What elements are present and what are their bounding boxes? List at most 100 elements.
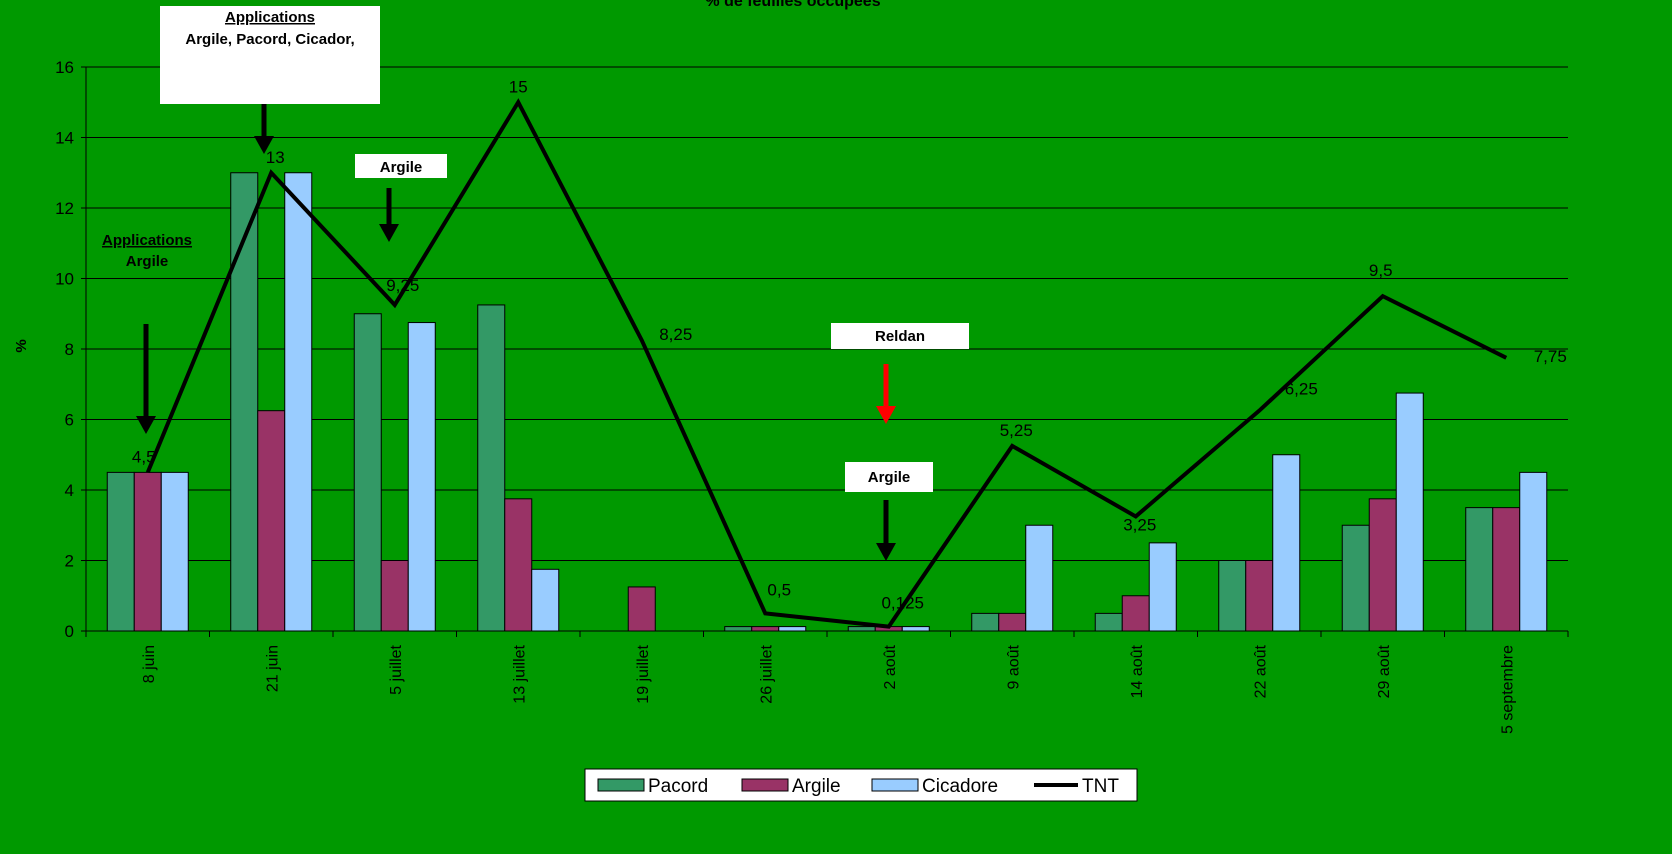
bar-cicadore bbox=[1025, 524, 1054, 632]
bar-argile bbox=[1492, 507, 1521, 632]
bar-cicadore bbox=[1148, 542, 1177, 632]
bar-cicadore bbox=[1395, 392, 1424, 632]
line-tnt bbox=[145, 98, 1508, 629]
annotation-top: Applications Argile, Pacord, Cicador, bbox=[160, 6, 380, 154]
bar-cicadore bbox=[160, 471, 189, 632]
bar-argile bbox=[133, 471, 162, 632]
x-tick-label: 2 août bbox=[882, 644, 899, 689]
data-label-tnt: 8,25 bbox=[659, 325, 692, 344]
bar-pacord bbox=[1465, 507, 1494, 632]
x-tick-label: 5 septembre bbox=[1499, 645, 1516, 734]
data-label-tnt: 13 bbox=[266, 148, 285, 167]
legend-swatch-cicadore bbox=[871, 778, 919, 792]
data-label-tnt: 15 bbox=[509, 77, 528, 96]
bar-argile bbox=[998, 612, 1027, 632]
data-label-tnt: 9,25 bbox=[386, 276, 419, 295]
annotation-title: Applications bbox=[225, 9, 315, 26]
y-tick-label: 6 bbox=[65, 411, 74, 430]
axes: 0 2 4 6 8 10 12 14 16 8 juin 21 juin 5 juillet 13 ju… bbox=[55, 58, 1569, 734]
annotation-argile2: Argile bbox=[845, 462, 933, 561]
data-label-tnt: 0,5 bbox=[767, 580, 791, 599]
y-tick-label: 16 bbox=[55, 58, 74, 77]
annotation-box bbox=[845, 462, 933, 492]
legend-label-tnt: TNT bbox=[1082, 776, 1119, 797]
bar-pacord bbox=[1218, 560, 1247, 632]
x-tick-label: 8 juin bbox=[141, 645, 158, 683]
bar-cicadore bbox=[778, 626, 807, 632]
annotation-arrow-head bbox=[876, 406, 896, 424]
annotation-title: Applications bbox=[102, 232, 192, 249]
annotation-text: Argile bbox=[380, 159, 423, 176]
annotation-arrow-head bbox=[876, 543, 896, 561]
bar-pacord bbox=[724, 626, 753, 632]
bar-argile bbox=[380, 560, 409, 632]
legend-label-argile: Argile bbox=[792, 776, 841, 797]
legend-label-cicadore: Cicadore bbox=[922, 776, 998, 797]
data-label-tnt: 3,25 bbox=[1123, 515, 1156, 534]
bar-cicadore bbox=[1272, 454, 1301, 632]
annotation-text: Argile bbox=[868, 469, 911, 486]
data-label-tnt: 5,25 bbox=[1000, 421, 1033, 440]
bar-pacord bbox=[1094, 612, 1123, 632]
bar-pacord bbox=[230, 172, 259, 632]
bar-pacord bbox=[477, 304, 506, 632]
y-tick-label: 4 bbox=[65, 481, 74, 500]
annotation-arrow-head bbox=[254, 136, 274, 154]
bar-cicadore bbox=[531, 568, 560, 632]
y-axis-title: % bbox=[13, 339, 30, 352]
y-tick-label: 10 bbox=[55, 270, 74, 289]
x-tick-label: 26 juillet bbox=[758, 644, 775, 703]
data-label-tnt: 4,5 bbox=[132, 447, 156, 466]
line-series: 4,5 13 9,25 15 8,25 0,5 0,125 5,25 3,25 6,25 9,5 7,… bbox=[132, 77, 1567, 629]
annotation-argile1: Argile bbox=[355, 154, 447, 242]
bar-cicadore bbox=[407, 322, 436, 632]
annotation-text: Reldan bbox=[875, 328, 925, 345]
x-tick-label: 13 juillet bbox=[511, 644, 528, 703]
annotation-box bbox=[831, 323, 969, 349]
bar-argile bbox=[627, 586, 656, 632]
legend-swatch-pacord bbox=[597, 778, 645, 792]
annotation-text: Argile, Pacord, Cicador, bbox=[185, 31, 354, 48]
x-tick-label: 19 juillet bbox=[635, 644, 652, 703]
data-label-tnt: 0,125 bbox=[881, 594, 924, 613]
x-tick-label: 22 août bbox=[1252, 644, 1269, 698]
data-label-tnt: 9,5 bbox=[1369, 261, 1393, 280]
bar-argile bbox=[1121, 595, 1150, 632]
x-tick-label: 29 août bbox=[1376, 644, 1393, 698]
legend-swatch-argile bbox=[741, 778, 789, 792]
annotation-arrow-head bbox=[379, 224, 399, 242]
x-tick-label: 14 août bbox=[1129, 644, 1146, 698]
y-tick-label: 0 bbox=[65, 622, 74, 641]
bar-pacord bbox=[1341, 524, 1370, 632]
bar-argile bbox=[504, 498, 533, 632]
y-tick-label: 2 bbox=[65, 552, 74, 571]
annotation-reldan: Reldan bbox=[831, 323, 969, 424]
gridlines bbox=[86, 66, 1568, 561]
y-tick-label: 8 bbox=[65, 340, 74, 359]
chart-title: % de feuilles occupées bbox=[705, 0, 880, 10]
bar-pacord bbox=[353, 313, 382, 632]
annotation-box bbox=[355, 154, 447, 178]
bar-argile bbox=[257, 410, 286, 632]
x-tick-label: 5 juillet bbox=[388, 644, 405, 694]
bar-pacord bbox=[106, 471, 135, 632]
annotation-box bbox=[160, 6, 380, 104]
legend: Pacord Argile Cicadore TNT bbox=[584, 768, 1138, 802]
bar-argile bbox=[1368, 498, 1397, 632]
x-tick-label: 9 août bbox=[1005, 644, 1022, 689]
bar-cicadore bbox=[284, 172, 313, 632]
bar-series bbox=[106, 172, 1548, 632]
legend-label-pacord: Pacord bbox=[648, 776, 708, 797]
bar-pacord bbox=[847, 626, 876, 632]
bar-cicadore bbox=[901, 626, 930, 632]
data-label-tnt: 7,75 bbox=[1534, 347, 1567, 366]
y-tick-label: 12 bbox=[55, 199, 74, 218]
bar-argile bbox=[751, 626, 780, 632]
annotation-text: Argile bbox=[126, 253, 169, 270]
bar-cicadore bbox=[1519, 471, 1548, 632]
bar-argile bbox=[1245, 560, 1274, 632]
y-tick-label: 14 bbox=[55, 129, 74, 148]
x-tick-label: 21 juin bbox=[264, 645, 281, 692]
